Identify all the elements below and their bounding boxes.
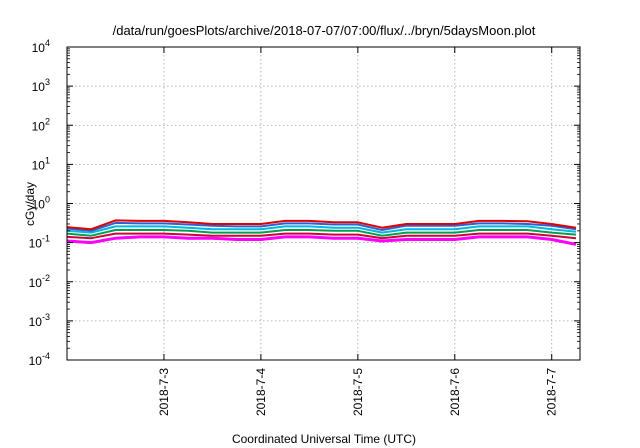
series-line [66, 225, 577, 234]
chart-title: /data/run/goesPlots/archive/2018-07-07/0… [113, 23, 536, 38]
x-tick-label: 2018-7-7 [545, 368, 559, 416]
x-tick-label: 2018-7-5 [351, 368, 365, 416]
series-line [66, 232, 577, 240]
x-tick-label: 2018-7-3 [157, 368, 171, 416]
y-tick-label: 10-1 [29, 234, 50, 251]
series-line [66, 229, 577, 237]
y-tick-label: 10-4 [29, 351, 50, 368]
y-tick-label: 100 [32, 195, 50, 212]
series-line [66, 221, 577, 232]
y-tick-label: 10-3 [29, 312, 50, 329]
y-axis-label: cGy/day [23, 182, 37, 226]
series-line [66, 235, 577, 246]
y-tick-label: 10-2 [29, 273, 50, 290]
grid [67, 47, 580, 360]
y-tick-label: 103 [32, 77, 50, 94]
y-tick-label: 104 [32, 38, 50, 55]
y-axis: 10-4 10-3 10-2 10-1 100 101 102 103 104 [29, 38, 580, 368]
y-tick-label: 101 [32, 155, 50, 172]
x-tick-label: 2018-7-6 [448, 368, 462, 416]
x-axis-label: Coordinated Universal Time (UTC) [232, 432, 416, 446]
x-axis: 2018-7-3 2018-7-4 2018-7-5 2018-7-6 2018-7-7 [157, 47, 559, 416]
series-line [66, 219, 577, 231]
y-tick-label: 102 [32, 116, 50, 133]
x-tick-label: 2018-7-4 [254, 368, 268, 416]
series-group [66, 219, 577, 246]
